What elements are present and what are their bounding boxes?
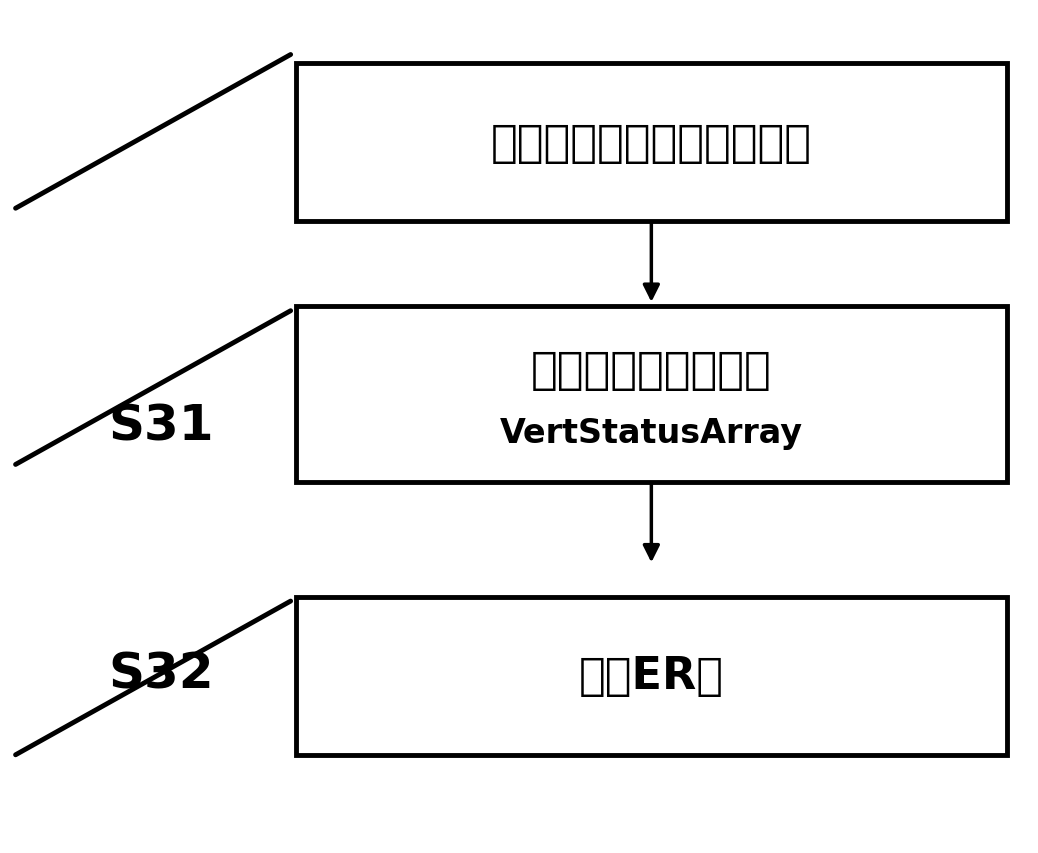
- Text: S31: S31: [108, 403, 214, 450]
- Bar: [296, 597, 1007, 755]
- Text: S32: S32: [108, 650, 214, 698]
- Text: 初始化结点状态数组: 初始化结点状态数组: [531, 349, 771, 392]
- Bar: [296, 307, 1007, 482]
- Text: 绘刽ER图: 绘刽ER图: [579, 654, 723, 698]
- Text: 生成有序结点表和有序边集: 生成有序结点表和有序边集: [491, 121, 812, 165]
- Text: VertStatusArray: VertStatusArray: [500, 416, 802, 450]
- Bar: [296, 64, 1007, 222]
